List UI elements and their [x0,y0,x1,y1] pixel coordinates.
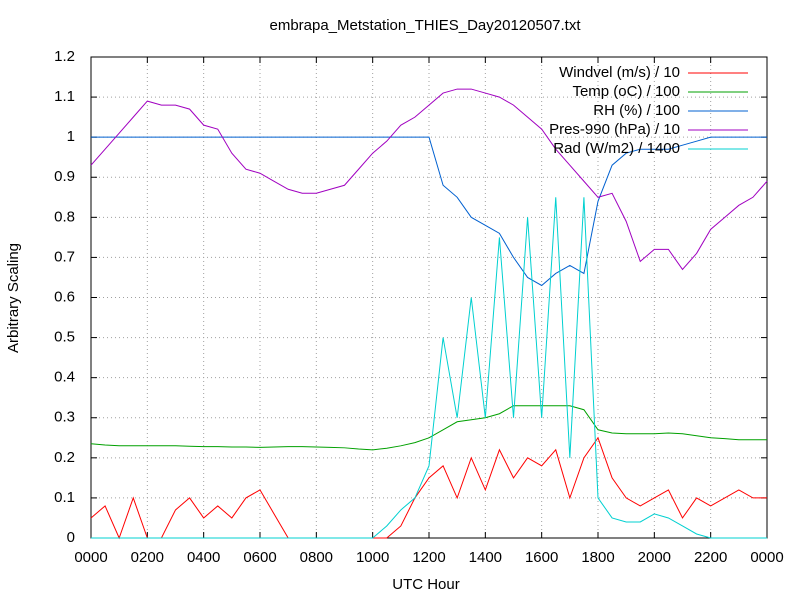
y-tick-label: 1.1 [54,88,75,105]
x-tick-label: 1600 [525,549,558,566]
x-tick-label: 2200 [694,549,727,566]
y-tick-label: 0.4 [54,369,75,386]
x-tick-label: 1800 [581,549,614,566]
y-tick-label: 0.1 [54,489,75,506]
x-tick-label: 1000 [356,549,389,566]
legend-label: Windvel (m/s) / 10 [559,64,680,81]
x-tick-label: 1200 [412,549,445,566]
legend-label: Pres-990 (hPa) / 10 [549,121,680,138]
legend-label: Rad (W/m2) / 1400 [553,140,680,157]
x-tick-label: 0600 [243,549,276,566]
chart-title: embrapa_Metstation_THIES_Day20120507.txt [269,17,581,34]
y-tick-label: 0 [67,529,75,546]
y-tick-label: 0.7 [54,248,75,265]
legend-label: RH (%) / 100 [593,102,680,119]
legend-label: Temp (oC) / 100 [572,83,680,100]
y-tick-label: 0.5 [54,329,75,346]
x-tick-label: 2000 [638,549,671,566]
series-line [90,88,768,271]
y-tick-label: 1 [67,128,75,145]
y-tick-label: 1.2 [54,48,75,65]
x-tick-label: 0800 [300,549,333,566]
y-axis-label: Arbitrary Scaling [5,243,22,353]
x-tick-label: 0200 [131,549,164,566]
x-tick-label: 0000 [74,549,107,566]
plot-frame [90,56,768,539]
y-tick-label: 0.6 [54,288,75,305]
series-line [91,136,767,287]
y-tick-label: 0.9 [54,168,75,185]
series-line [91,197,767,539]
series-line [90,436,767,540]
y-tick-label: 0.8 [54,208,75,225]
x-tick-label: 0000 [750,549,783,566]
series-line [90,405,767,451]
x-tick-label: 1400 [469,549,502,566]
x-tick-label: 0400 [187,549,220,566]
y-tick-label: 0.2 [54,449,75,466]
x-axis-label: UTC Hour [392,576,460,593]
y-tick-label: 0.3 [54,409,75,426]
